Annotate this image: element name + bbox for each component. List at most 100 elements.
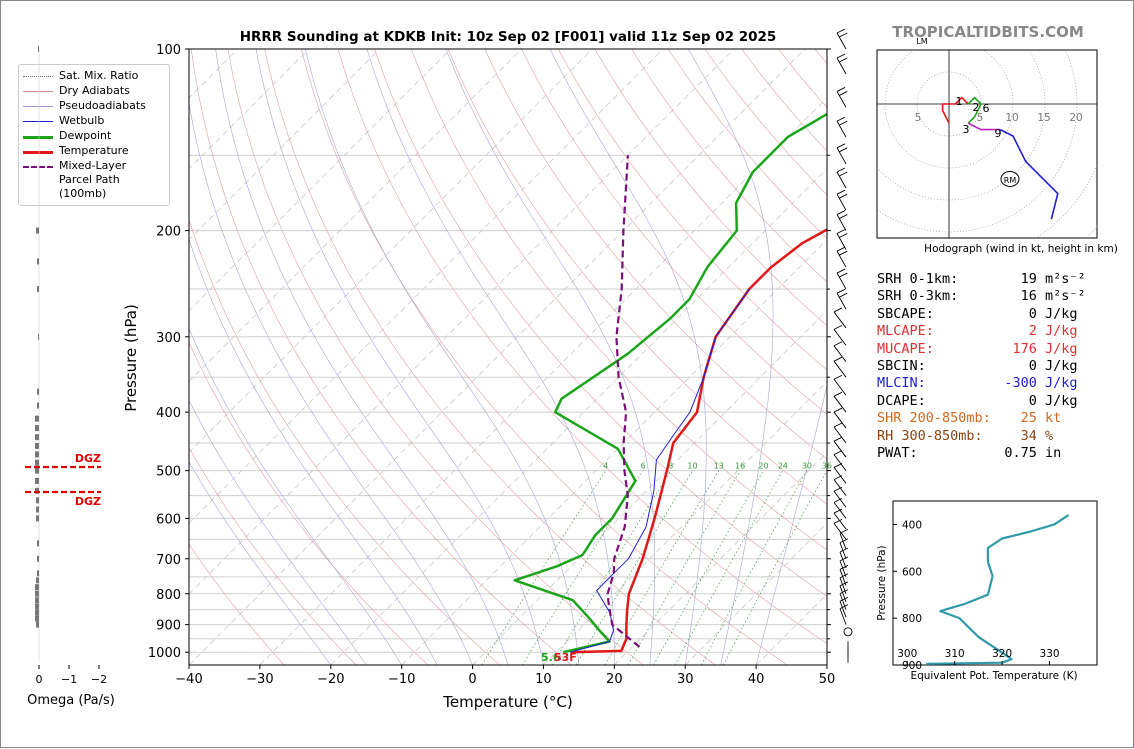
stat-row: SRH 0-1km:19 m²s⁻² <box>877 271 1097 288</box>
hodograph-height-label: 1 <box>956 95 963 108</box>
omega-bar <box>36 577 39 583</box>
stat-value: 34 <box>1021 428 1037 444</box>
wind-barb-flag <box>834 392 842 396</box>
stat-value-group: 0 J/kg <box>1029 393 1097 410</box>
wind-barb-flag <box>834 375 842 379</box>
dgz-bottom-label: DGZ <box>75 495 101 508</box>
wind-barb <box>837 269 847 289</box>
omega-bar <box>37 570 39 576</box>
theta-ytick-label: 900 <box>902 660 922 672</box>
wind-barb <box>834 463 846 483</box>
stat-value-group: 25 kt <box>1021 410 1097 427</box>
omega-bar <box>38 334 39 340</box>
isotherm-line <box>1 49 167 665</box>
wind-barb-flag <box>837 87 845 91</box>
hodograph-height-label: 6 <box>983 102 990 115</box>
omega-bar <box>36 228 39 234</box>
wind-barb-flag <box>840 582 848 586</box>
mixing-ratio-line <box>605 471 719 665</box>
stat-label: MUCAPE: <box>877 341 934 358</box>
ytick-label: 1000 <box>148 646 181 661</box>
theta-ytick-label: 800 <box>902 613 922 625</box>
wind-barb <box>840 597 848 617</box>
theta-xtick-label: 320 <box>992 648 1012 660</box>
omega-bar <box>37 389 39 395</box>
stat-value: 0 <box>1029 393 1037 409</box>
wind-barb-flag <box>837 247 845 251</box>
ytick-label: 200 <box>156 225 181 240</box>
ytick-label: 900 <box>156 619 181 634</box>
stat-label: RH 300-850mb: <box>877 428 983 445</box>
wind-barb-flag <box>839 215 847 219</box>
omega-bar <box>38 46 39 52</box>
ytick-label: 800 <box>156 588 181 603</box>
ytick-label: 300 <box>156 331 181 346</box>
stat-unit: m²s⁻² <box>1045 271 1097 288</box>
ytick-label: 500 <box>156 465 181 480</box>
stat-unit: J/kg <box>1045 393 1097 410</box>
stat-label: SHR 200-850mb: <box>877 410 991 427</box>
theta-ytick-label: 600 <box>902 566 922 578</box>
isotherm-line <box>1 49 96 665</box>
xtick-label: 0 <box>468 672 476 687</box>
omega-xlabel: Omega (Pa/s) <box>27 693 115 708</box>
surface-temp-label: 53F <box>554 651 577 664</box>
wind-barb <box>834 476 846 496</box>
wind-barb <box>840 605 848 625</box>
omega-bar <box>36 497 39 503</box>
omega-bar <box>35 597 39 603</box>
omega-bar <box>35 604 39 610</box>
wind-barb-flag <box>837 29 845 33</box>
dry-adiabat <box>191 49 571 665</box>
stat-unit: J/kg <box>1045 341 1097 358</box>
dry-adiabat <box>301 49 787 665</box>
stat-label: DCAPE: <box>877 393 926 410</box>
omega-tick-label: −2 <box>91 673 107 686</box>
omega-bar <box>35 591 39 597</box>
hodograph-ring-label: 5 <box>915 112 922 124</box>
stat-unit: J/kg <box>1045 358 1097 375</box>
stat-value-group: 34 % <box>1021 428 1097 445</box>
wind-barb-staff <box>840 609 846 625</box>
wind-barb <box>834 342 846 362</box>
isotherm-line <box>331 49 947 665</box>
wind-barb-flag <box>837 144 845 148</box>
mixing-ratio-label: 24 <box>778 462 788 471</box>
hodograph-height-label: 9 <box>995 127 1002 140</box>
dry-adiabat <box>155 49 500 665</box>
wind-barb <box>837 168 847 188</box>
stat-value: -300 <box>1004 375 1037 391</box>
wind-barb-staff <box>840 601 846 617</box>
stat-label: SRH 0-3km: <box>877 288 958 305</box>
pseudoadiabat <box>216 49 508 665</box>
wind-barb-flag <box>834 437 842 441</box>
omega-bar <box>36 507 39 513</box>
stat-unit: J/kg <box>1045 306 1097 323</box>
omega-bar <box>37 540 39 546</box>
stat-value-group: 19 m²s⁻² <box>1021 271 1097 288</box>
isotherm-line <box>118 49 734 665</box>
wind-barb-flag <box>837 190 845 194</box>
ytick-label: 700 <box>156 553 181 568</box>
stat-row: MUCAPE:176 J/kg <box>877 341 1097 358</box>
omega-bar <box>35 434 39 440</box>
wind-barb-flag <box>834 476 842 480</box>
xtick-label: −20 <box>317 672 344 687</box>
wind-barb-flag <box>839 234 847 238</box>
ytick-label: 100 <box>156 43 181 58</box>
omega-bar <box>35 416 39 422</box>
hodograph-frame <box>877 50 1097 238</box>
omega-bar <box>37 403 39 409</box>
mixing-ratio-label: 6 <box>641 462 646 471</box>
omega-bar <box>37 556 39 562</box>
wind-barb-flag <box>834 408 842 412</box>
wind-barb-flag <box>834 451 842 455</box>
wind-barb-flag <box>839 148 847 152</box>
xtick-label: −10 <box>388 672 415 687</box>
rm-label: RM <box>1004 176 1017 185</box>
isotherm-line <box>1 49 25 665</box>
wind-barb <box>834 357 846 377</box>
theta-xtick-label: 330 <box>1040 648 1060 660</box>
omega-bar <box>36 622 39 628</box>
pseudoadiabat <box>126 49 402 665</box>
